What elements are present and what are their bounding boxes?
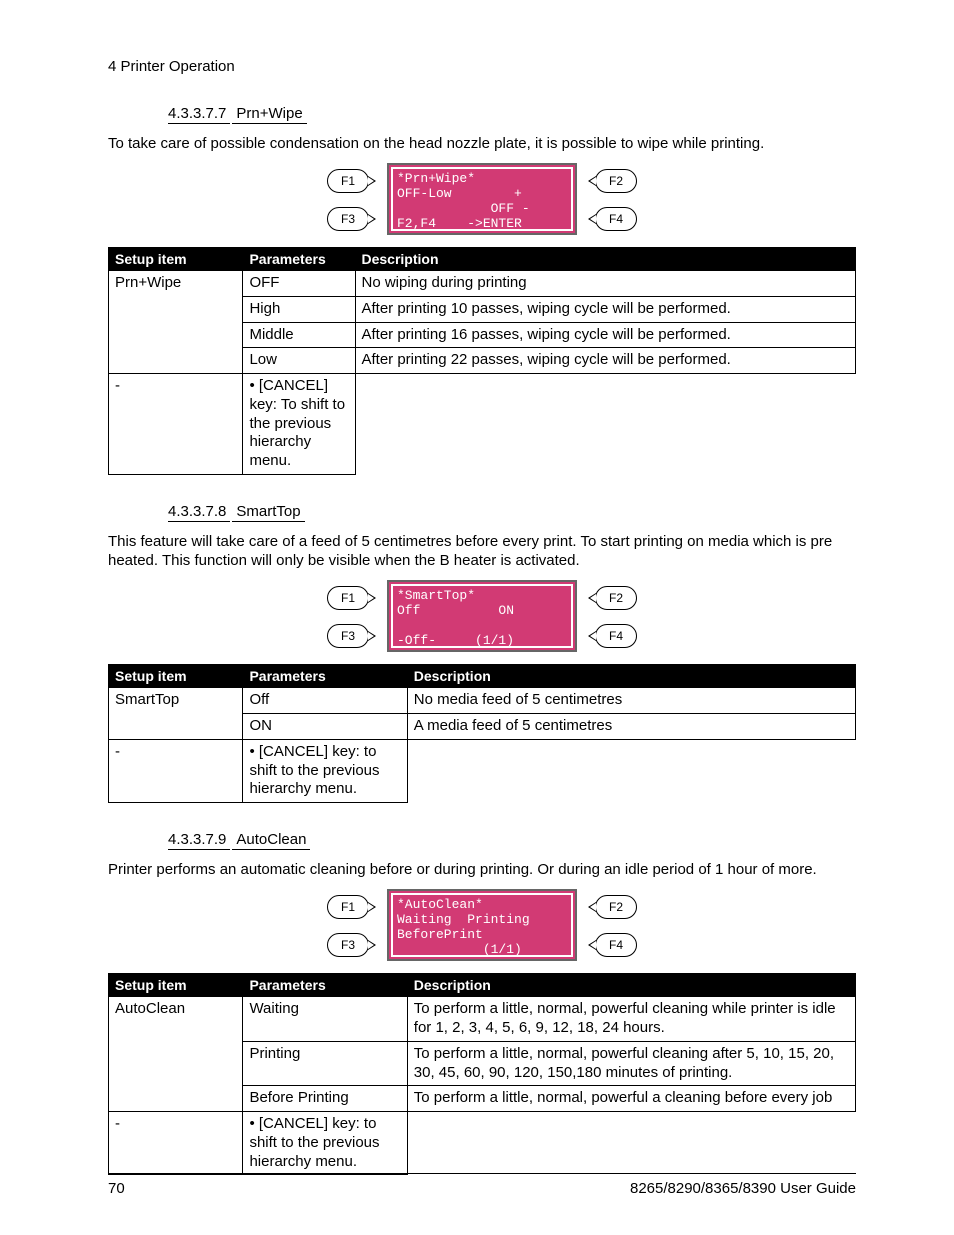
table-header: Parameters — [243, 665, 407, 688]
function-key-f1[interactable]: F1 — [327, 586, 369, 610]
table-header: Setup item — [109, 665, 243, 688]
function-key-f2[interactable]: F2 — [595, 169, 637, 193]
lcd-display: F1 F2 F3 F4 *SmartTop* Off ON -Off- (1/1) — [108, 578, 856, 656]
table-cell: • [CANCEL] key: To shift to the previous… — [243, 374, 355, 475]
page-header: 4 Printer Operation — [108, 58, 856, 75]
table-header: Description — [355, 248, 856, 271]
table-cell: SmartTop — [109, 688, 243, 740]
guide-title: 8265/8290/8365/8390 User Guide — [630, 1180, 856, 1197]
table-cell: - — [109, 1112, 243, 1175]
footer-rule — [108, 1173, 856, 1174]
table-header: Parameters — [243, 974, 407, 997]
table-cell: No media feed of 5 centimetres — [407, 688, 855, 714]
table-header: Setup item — [109, 974, 243, 997]
table-cell: Before Printing — [243, 1086, 407, 1112]
lcd-screen-text: *Prn+Wipe* OFF-Low + OFF - F2,F4 ->ENTER — [391, 167, 573, 231]
lcd-display: F1 F2 F3 F4 *AutoClean* Waiting Printing Bef… — [108, 887, 856, 965]
lcd-screen: *Prn+Wipe* OFF-Low + OFF - F2,F4 ->ENTER — [387, 163, 577, 235]
table-cell: No wiping during printing — [355, 271, 856, 297]
function-key-f2[interactable]: F2 — [595, 586, 637, 610]
table-header: Description — [407, 665, 855, 688]
function-key-f4[interactable]: F4 — [595, 207, 637, 231]
table-header: Description — [407, 974, 855, 997]
table-cell: Off — [243, 688, 407, 714]
section-paragraph: This feature will take care of a feed of… — [108, 532, 856, 570]
table-cell: • [CANCEL] key: to shift to the previous… — [243, 739, 407, 802]
function-key-f4[interactable]: F4 — [595, 933, 637, 957]
function-key-f2[interactable]: F2 — [595, 895, 637, 919]
function-key-f4[interactable]: F4 — [595, 624, 637, 648]
page-content: 4.3.3.7.7Prn+WipeTo take care of possibl… — [108, 105, 856, 1175]
table-row: AutoCleanWaitingTo perform a little, nor… — [109, 997, 856, 1042]
table-cell: - — [109, 739, 243, 802]
table-cell: AutoClean — [109, 997, 243, 1112]
table-cell: • [CANCEL] key: to shift to the previous… — [243, 1112, 407, 1175]
section-number: 4.3.3.7.7 — [168, 105, 230, 124]
table-cell: OFF — [243, 271, 355, 297]
lcd-screen-text: *AutoClean* Waiting Printing BeforePrint… — [391, 893, 573, 957]
table-cell: - — [109, 374, 243, 475]
section-paragraph: To take care of possible condensation on… — [108, 134, 856, 153]
section-heading: 4.3.3.7.8SmartTop — [108, 503, 856, 522]
table-cell: To perform a little, normal, powerful cl… — [407, 1041, 855, 1086]
lcd-screen-text: *SmartTop* Off ON -Off- (1/1) — [391, 584, 573, 648]
table-row: -• [CANCEL] key: to shift to the previou… — [109, 739, 856, 802]
lcd-screen: *SmartTop* Off ON -Off- (1/1) — [387, 580, 577, 652]
table-cell: A media feed of 5 centimetres — [407, 714, 855, 740]
section-number: 4.3.3.7.9 — [168, 831, 230, 850]
function-key-f3[interactable]: F3 — [327, 933, 369, 957]
section-heading: 4.3.3.7.9AutoClean — [108, 831, 856, 850]
table-cell: Middle — [243, 322, 355, 348]
function-key-f3[interactable]: F3 — [327, 624, 369, 648]
table-row: Prn+WipeOFFNo wiping during printing — [109, 271, 856, 297]
function-key-f3[interactable]: F3 — [327, 207, 369, 231]
table-row: -• [CANCEL] key: To shift to the previou… — [109, 374, 856, 475]
function-key-f1[interactable]: F1 — [327, 169, 369, 193]
lcd-display: F1 F2 F3 F4 *Prn+Wipe* OFF-Low + OFF - F2,F4… — [108, 161, 856, 239]
table-header: Parameters — [243, 248, 355, 271]
table-cell: Waiting — [243, 997, 407, 1042]
section-heading: 4.3.3.7.7Prn+Wipe — [108, 105, 856, 124]
table-cell: High — [243, 296, 355, 322]
table-cell: To perform a little, normal, powerful a … — [407, 1086, 855, 1112]
table-cell: Low — [243, 348, 355, 374]
parameter-table: Setup itemParametersDescriptionSmartTopO… — [108, 664, 856, 803]
page-number: 70 — [108, 1180, 125, 1197]
table-cell: To perform a little, normal, powerful cl… — [407, 997, 855, 1042]
function-key-f1[interactable]: F1 — [327, 895, 369, 919]
lcd-screen: *AutoClean* Waiting Printing BeforePrint… — [387, 889, 577, 961]
table-header: Setup item — [109, 248, 243, 271]
section-name: Prn+Wipe — [232, 105, 306, 124]
parameter-table: Setup itemParametersDescriptionAutoClean… — [108, 973, 856, 1175]
table-cell: After printing 16 passes, wiping cycle w… — [355, 322, 856, 348]
table-cell: ON — [243, 714, 407, 740]
table-cell: Prn+Wipe — [109, 271, 243, 374]
table-cell: After printing 10 passes, wiping cycle w… — [355, 296, 856, 322]
parameter-table: Setup itemParametersDescriptionPrn+WipeO… — [108, 247, 856, 475]
section-name: AutoClean — [232, 831, 310, 850]
table-row: SmartTopOffNo media feed of 5 centimetre… — [109, 688, 856, 714]
section-paragraph: Printer performs an automatic cleaning b… — [108, 860, 856, 879]
table-row: -• [CANCEL] key: to shift to the previou… — [109, 1112, 856, 1175]
table-cell: After printing 22 passes, wiping cycle w… — [355, 348, 856, 374]
section-name: SmartTop — [232, 503, 304, 522]
section-number: 4.3.3.7.8 — [168, 503, 230, 522]
page-footer: 70 8265/8290/8365/8390 User Guide — [108, 1173, 856, 1197]
table-cell: Printing — [243, 1041, 407, 1086]
